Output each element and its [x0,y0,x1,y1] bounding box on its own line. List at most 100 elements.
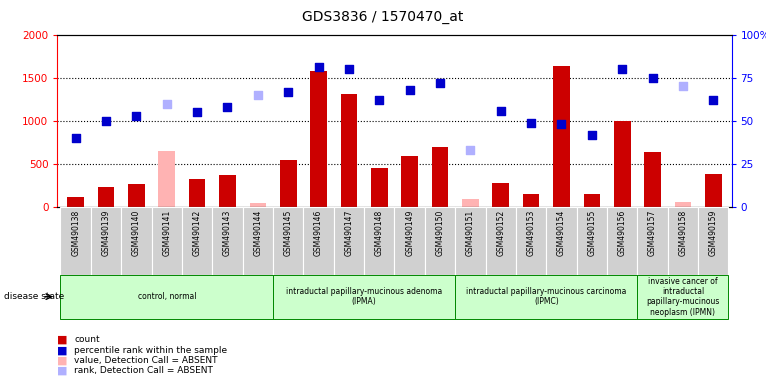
Text: ■: ■ [57,356,68,366]
Text: GSM490148: GSM490148 [375,209,384,256]
Bar [675,202,691,207]
Text: value, Detection Call = ABSENT: value, Detection Call = ABSENT [74,356,218,365]
Bar [493,183,509,207]
Bar [364,207,394,275]
Bar [212,207,243,275]
Point [677,83,689,89]
Bar [486,207,516,275]
Bar [334,207,364,275]
Bar [219,175,236,207]
Bar [67,197,84,207]
Text: intraductal papillary-mucinous carcinoma
(IPMC): intraductal papillary-mucinous carcinoma… [466,287,627,306]
Bar [273,275,455,319]
Text: GSM490152: GSM490152 [496,209,506,256]
Bar [371,169,388,207]
Bar [280,160,296,207]
Point [555,121,568,127]
Point [647,75,659,81]
Text: GSM490154: GSM490154 [557,209,566,256]
Bar [432,147,448,207]
Point [707,97,719,103]
Bar [273,207,303,275]
Bar [698,207,728,275]
Text: GSM490138: GSM490138 [71,209,80,256]
Text: GSM490159: GSM490159 [709,209,718,256]
Bar [128,184,145,207]
Bar [243,207,273,275]
Text: rank, Detection Call = ABSENT: rank, Detection Call = ABSENT [74,366,213,376]
Text: GSM490151: GSM490151 [466,209,475,256]
Bar [91,207,121,275]
Bar [705,174,722,207]
Text: GSM490147: GSM490147 [345,209,353,256]
Point [70,135,82,141]
Bar [644,152,661,207]
Bar [98,187,114,207]
Text: ■: ■ [57,345,68,355]
Bar [401,156,418,207]
Point [525,120,537,126]
Text: GSM490146: GSM490146 [314,209,323,256]
Text: GSM490158: GSM490158 [679,209,687,256]
Text: GSM490155: GSM490155 [588,209,597,256]
Point [130,113,142,119]
Bar [553,66,570,207]
Bar [637,207,668,275]
Point [161,101,173,107]
Text: GDS3836 / 1570470_at: GDS3836 / 1570470_at [303,10,463,23]
Point [100,118,112,124]
Bar [546,207,577,275]
Text: GSM490145: GSM490145 [283,209,293,256]
Text: GSM490149: GSM490149 [405,209,414,256]
Bar [607,207,637,275]
Bar [614,121,630,207]
Text: invasive cancer of
intraductal
papillary-mucinous
neoplasm (IPMN): invasive cancer of intraductal papillary… [647,276,719,317]
Bar [341,94,357,207]
Bar [425,207,455,275]
Bar [462,199,479,207]
Bar [303,207,334,275]
Text: GSM490143: GSM490143 [223,209,232,256]
Bar [61,275,273,319]
Bar [637,275,728,319]
Bar [310,71,327,207]
Point [191,109,203,116]
Bar [668,207,698,275]
Text: GSM490144: GSM490144 [254,209,262,256]
Point [495,108,507,114]
Text: ■: ■ [57,366,68,376]
Bar [577,207,607,275]
Text: GSM490156: GSM490156 [617,209,627,256]
Point [373,97,385,103]
Text: intraductal papillary-mucinous adenoma
(IPMA): intraductal papillary-mucinous adenoma (… [286,287,442,306]
Bar [455,275,637,319]
Point [434,80,446,86]
Bar [188,179,205,207]
Bar [61,207,91,275]
Text: ■: ■ [57,335,68,345]
Text: disease state: disease state [4,292,64,301]
Point [616,66,628,72]
Text: GSM490150: GSM490150 [436,209,444,256]
Bar [522,194,539,207]
Bar [121,207,152,275]
Bar [394,207,425,275]
Text: GSM490140: GSM490140 [132,209,141,256]
Bar [584,194,601,207]
Point [221,104,234,110]
Bar [516,207,546,275]
Point [252,92,264,98]
Point [343,66,355,72]
Text: control, normal: control, normal [138,292,196,301]
Bar [250,203,267,207]
Text: GSM490142: GSM490142 [192,209,201,256]
Text: GSM490139: GSM490139 [102,209,110,256]
Bar [159,151,175,207]
Point [313,65,325,71]
Text: GSM490141: GSM490141 [162,209,172,256]
Bar [182,207,212,275]
Point [586,132,598,138]
Text: percentile rank within the sample: percentile rank within the sample [74,346,228,355]
Point [404,87,416,93]
Text: GSM490153: GSM490153 [527,209,535,256]
